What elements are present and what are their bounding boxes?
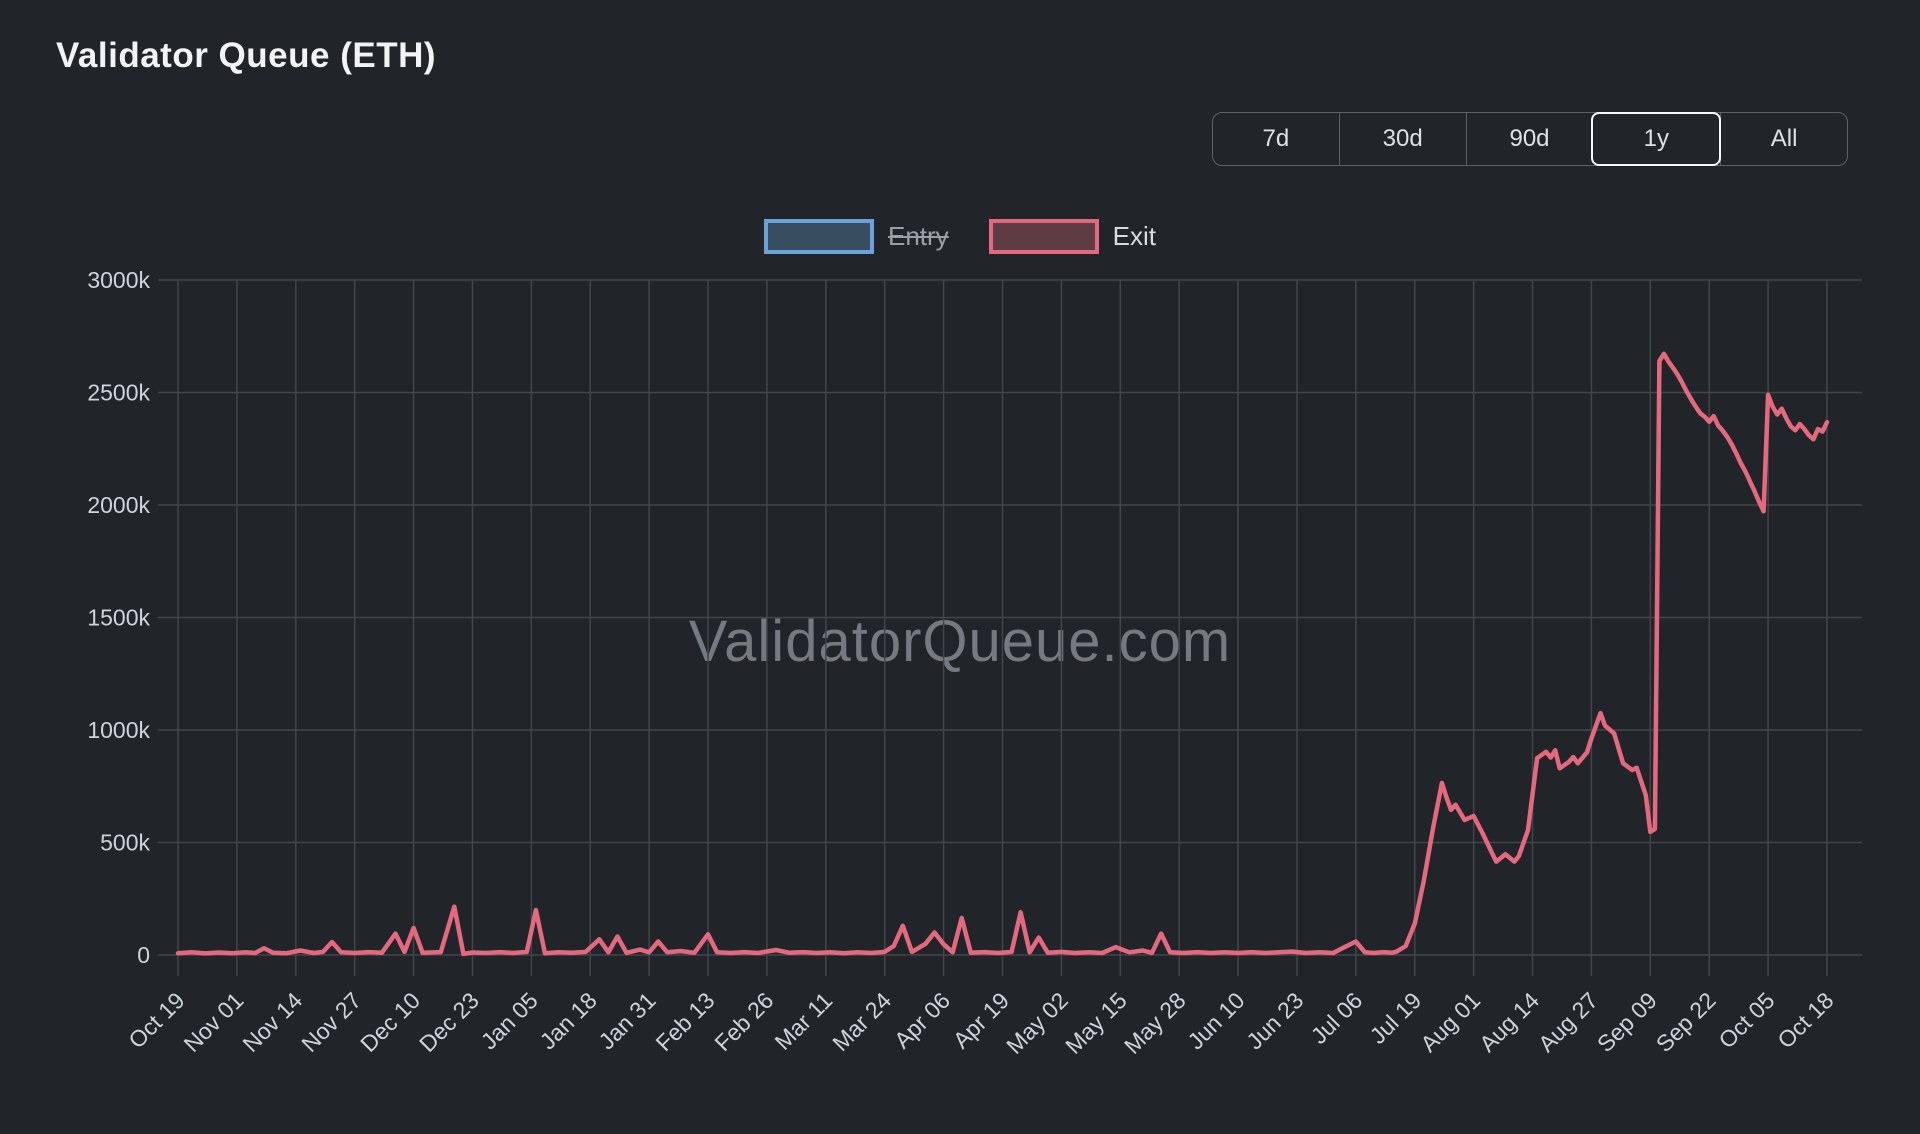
x-tick-label: Nov 14 [237, 987, 307, 1057]
range-button-30d[interactable]: 30d [1338, 113, 1466, 165]
range-button-7d[interactable]: 7d [1213, 113, 1339, 165]
y-tick-label: 0 [137, 942, 150, 968]
x-tick-label: Jul 06 [1306, 987, 1368, 1049]
x-tick-label: Oct 18 [1772, 987, 1838, 1053]
x-tick-label: Oct 05 [1713, 987, 1779, 1053]
x-tick-label: Sep 22 [1651, 987, 1721, 1057]
x-tick-label: Jan 05 [476, 987, 543, 1054]
x-tick-label: Sep 09 [1592, 987, 1662, 1057]
x-tick-label: Jan 18 [535, 987, 602, 1054]
x-tick-label: May 28 [1119, 987, 1191, 1059]
y-tick-label: 2500k [87, 380, 150, 406]
x-tick-label: May 15 [1060, 987, 1132, 1059]
x-tick-label: Dec 10 [355, 987, 425, 1057]
x-tick-label: Nov 27 [296, 987, 366, 1057]
legend-swatch-exit [988, 218, 1099, 254]
x-tick-label: Apr 06 [889, 987, 955, 1053]
x-tick-label: Aug 01 [1415, 987, 1485, 1057]
legend-item-entry[interactable]: Entry [763, 218, 949, 254]
x-tick-label: Mar 24 [827, 987, 896, 1056]
chart-legend: Entry Exit [0, 214, 1920, 258]
range-button-1y[interactable]: 1y [1591, 112, 1722, 166]
legend-label-entry: Entry [887, 220, 949, 251]
x-tick-label: May 02 [1001, 987, 1073, 1059]
y-tick-label: 500k [100, 830, 150, 856]
time-range-selector: 7d 30d 90d 1y All [1212, 112, 1848, 166]
y-tick-label: 1000k [87, 717, 150, 743]
x-tick-label: Nov 01 [179, 987, 249, 1057]
y-tick-label: 2000k [87, 492, 150, 518]
x-tick-label: Aug 27 [1533, 987, 1603, 1057]
x-tick-label: Jun 10 [1182, 987, 1249, 1054]
y-tick-label: 3000k [87, 267, 150, 293]
x-tick-label: Jan 31 [593, 987, 660, 1054]
x-tick-label: Mar 11 [770, 987, 838, 1055]
x-tick-label: Jun 23 [1241, 987, 1308, 1054]
legend-swatch-entry [763, 218, 874, 254]
x-tick-label: Feb 26 [709, 987, 778, 1056]
legend-label-exit: Exit [1112, 220, 1157, 251]
legend-item-exit[interactable]: Exit [988, 218, 1157, 254]
series-line-exit [175, 351, 1830, 957]
page-title: Validator Queue (ETH) [56, 36, 436, 75]
x-tick-label: Dec 23 [414, 987, 484, 1057]
x-tick-label: Oct 19 [123, 987, 189, 1053]
y-tick-label: 1500k [87, 605, 150, 631]
x-tick-label: Feb 13 [651, 987, 720, 1056]
range-button-90d[interactable]: 90d [1465, 113, 1593, 165]
x-tick-label: Aug 14 [1474, 987, 1544, 1057]
